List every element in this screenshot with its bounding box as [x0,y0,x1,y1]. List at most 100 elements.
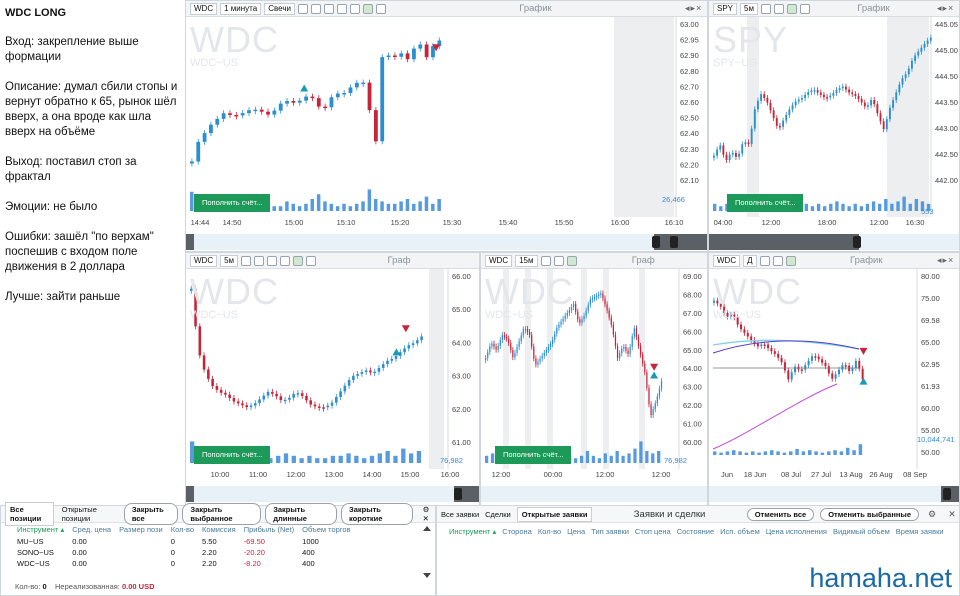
column-header[interactable]: Размер пози [119,525,163,534]
chart-type-selector[interactable]: Свечи [264,2,295,15]
window-controls-icon[interactable]: ◂▸× [937,255,955,265]
timeframe-selector[interactable]: 5м [220,254,239,267]
navigator-scroll[interactable] [709,234,959,250]
chart-panel-wdc-daily[interactable]: WDC Д График ◂▸× 80.00 75.00 69.58 65.00 62.… [708,252,960,506]
tab-open-orders[interactable]: Открытые заявки [516,506,593,522]
symbol-selector[interactable]: WDC [190,2,218,15]
column-header[interactable]: Исп. объем [720,527,760,536]
hand-icon[interactable] [336,3,347,14]
cursor-icon[interactable] [254,255,265,266]
zoom-icon[interactable] [323,3,334,14]
column-header[interactable]: Прибыль (Net) [243,525,295,534]
trendline-icon[interactable] [293,255,304,266]
chart-plot[interactable]: 69.00 68.00 67.00 66.00 65.00 64.00 63.00 62.00… [481,269,707,469]
chart-plot[interactable]: 66.00 65.00 64.00 63.00 62.00 61.00 [186,269,479,469]
tab-all-positions[interactable]: Все позиции [5,502,54,526]
close-all-button[interactable]: Закрыть все [123,503,179,525]
fund-account-button[interactable]: Пополнить счёт... [194,194,271,212]
indicators-icon[interactable] [540,255,551,266]
column-header[interactable]: Сред. цена [72,525,112,534]
close-short-button[interactable]: Закрыть короткие [341,503,413,525]
table-row[interactable]: SONO~US 0.00 0 2.20 -20.20 400 [13,547,355,558]
tab-trades[interactable]: Сделки [485,509,511,519]
hand-icon[interactable] [280,255,291,266]
cancel-selected-button[interactable]: Отменить выбранные [820,507,919,521]
timeframe-selector[interactable]: Д [743,254,757,267]
fund-account-button[interactable]: Пополнить счёт... [495,446,572,464]
timeframe-selector[interactable]: 5м [740,2,758,15]
settings-icon[interactable]: ⚙ ✕ [422,505,430,523]
timeframe-selector[interactable]: 15м [515,254,538,267]
tab-open-positions[interactable]: Открытые позиции [61,505,97,523]
cursor-icon[interactable] [773,3,784,14]
column-header[interactable]: Цена [567,527,586,536]
chart-plot[interactable]: 80.00 75.00 69.58 65.00 62.95 61.93 60.00 55.00… [709,269,959,469]
chart-plot[interactable]: 63.00 62.95 62.90 62.80 62.70 62.60 62.50 62.40… [186,17,707,217]
cursor-icon[interactable] [772,255,783,266]
chart-panel-wdc-15m[interactable]: WDC 15м Граф 69.00 68.00 67.00 66.00 65.00 64… [480,252,708,506]
trendline-icon[interactable] [785,255,796,266]
navigator-scroll[interactable] [186,234,707,250]
symbol-selector[interactable]: WDC [713,254,741,267]
zoom-icon[interactable] [267,255,278,266]
fund-account-button[interactable]: Пополнить счёт... [194,446,271,464]
column-header[interactable]: Кол-во [537,527,562,536]
price-tick-label: 68.00 [683,290,702,299]
tab-all-orders[interactable]: Все заявки [441,509,480,519]
chart-panel-wdc-1m[interactable]: WDC 1 минута Свечи График ◂▸× 63.00 62.95… [185,0,708,252]
trendline-icon[interactable] [566,255,577,266]
trendline-icon[interactable] [362,3,373,14]
fund-account-button[interactable]: Пополнить счёт... [727,194,804,212]
table-row[interactable]: MU~US 0.00 0 5.50 -69.50 1000 [13,536,355,547]
chart-panel-wdc-5m[interactable]: WDC 5м Граф 66.00 65.00 64.00 63.00 62.00 61.… [185,252,480,506]
window-controls-icon[interactable]: ◂▸× [685,3,703,13]
rectangle-icon[interactable] [799,3,810,14]
settings-icon[interactable]: ⚙ [927,508,937,519]
indicators-icon[interactable] [297,3,308,14]
cancel-all-button[interactable]: Отменить все [746,507,815,521]
timeframe-selector[interactable]: 1 минута [220,2,262,15]
window-controls-icon[interactable]: ◂▸× [937,3,955,13]
navigator-scroll[interactable] [481,486,707,502]
column-header[interactable]: Цена исполнения [765,527,827,536]
chart-plot[interactable]: 445.05 445.00 444.50 443.50 443.00 442.50 442.… [709,17,959,217]
chart-panel-spy-5m[interactable]: SPY 5м График ◂▸× 445.05 445.00 444.50 443.… [708,0,960,252]
indicators-icon[interactable] [241,255,252,266]
close-icon[interactable]: ✕ [948,508,956,519]
indicators-icon[interactable] [760,3,771,14]
column-header[interactable]: Время заявки [895,527,944,536]
close-long-button[interactable]: Закрыть длинные [265,503,338,525]
column-header[interactable]: Кол-во [170,525,195,534]
positions-scrollbar[interactable] [423,526,431,578]
indicators-icon[interactable] [759,255,770,266]
crosshair-icon[interactable] [349,3,360,14]
symbol-selector[interactable]: SPY [713,2,738,15]
column-header[interactable]: Видимый объем [832,527,890,536]
column-header[interactable]: Инструмент ▴ [17,525,65,534]
column-header[interactable]: Сторона [502,527,532,536]
close-selected-button[interactable]: Закрыть выбранное [182,503,262,525]
symbol-selector[interactable]: WDC [190,254,218,267]
navigator-handle-left[interactable] [652,236,660,248]
navigator-scroll[interactable] [709,486,959,502]
rectangle-icon[interactable] [375,3,386,14]
table-row[interactable]: WDC~US 0.00 0 2.20 -8.20 400 [13,558,355,569]
navigator-handle-right[interactable] [670,236,678,248]
candle [369,370,372,373]
cursor-icon[interactable] [310,3,321,14]
column-header[interactable]: Комиссия [202,525,236,534]
column-header[interactable]: Объем торгов [302,525,351,534]
symbol-selector[interactable]: WDC [485,254,513,267]
navigator-handle-left[interactable] [853,236,861,248]
navigator-handle-left[interactable] [454,488,462,500]
cursor-icon[interactable] [553,255,564,266]
column-header[interactable]: Стоп цена [634,527,671,536]
candle [773,351,776,354]
rectangle-icon[interactable] [306,255,317,266]
column-header[interactable]: Инструмент ▴ [449,527,497,536]
column-header[interactable]: Тип заявки [591,527,629,536]
column-header[interactable]: Состояние [676,527,715,536]
navigator-scroll[interactable] [186,486,479,502]
trendline-icon[interactable] [786,3,797,14]
navigator-handle-right[interactable] [943,488,951,500]
